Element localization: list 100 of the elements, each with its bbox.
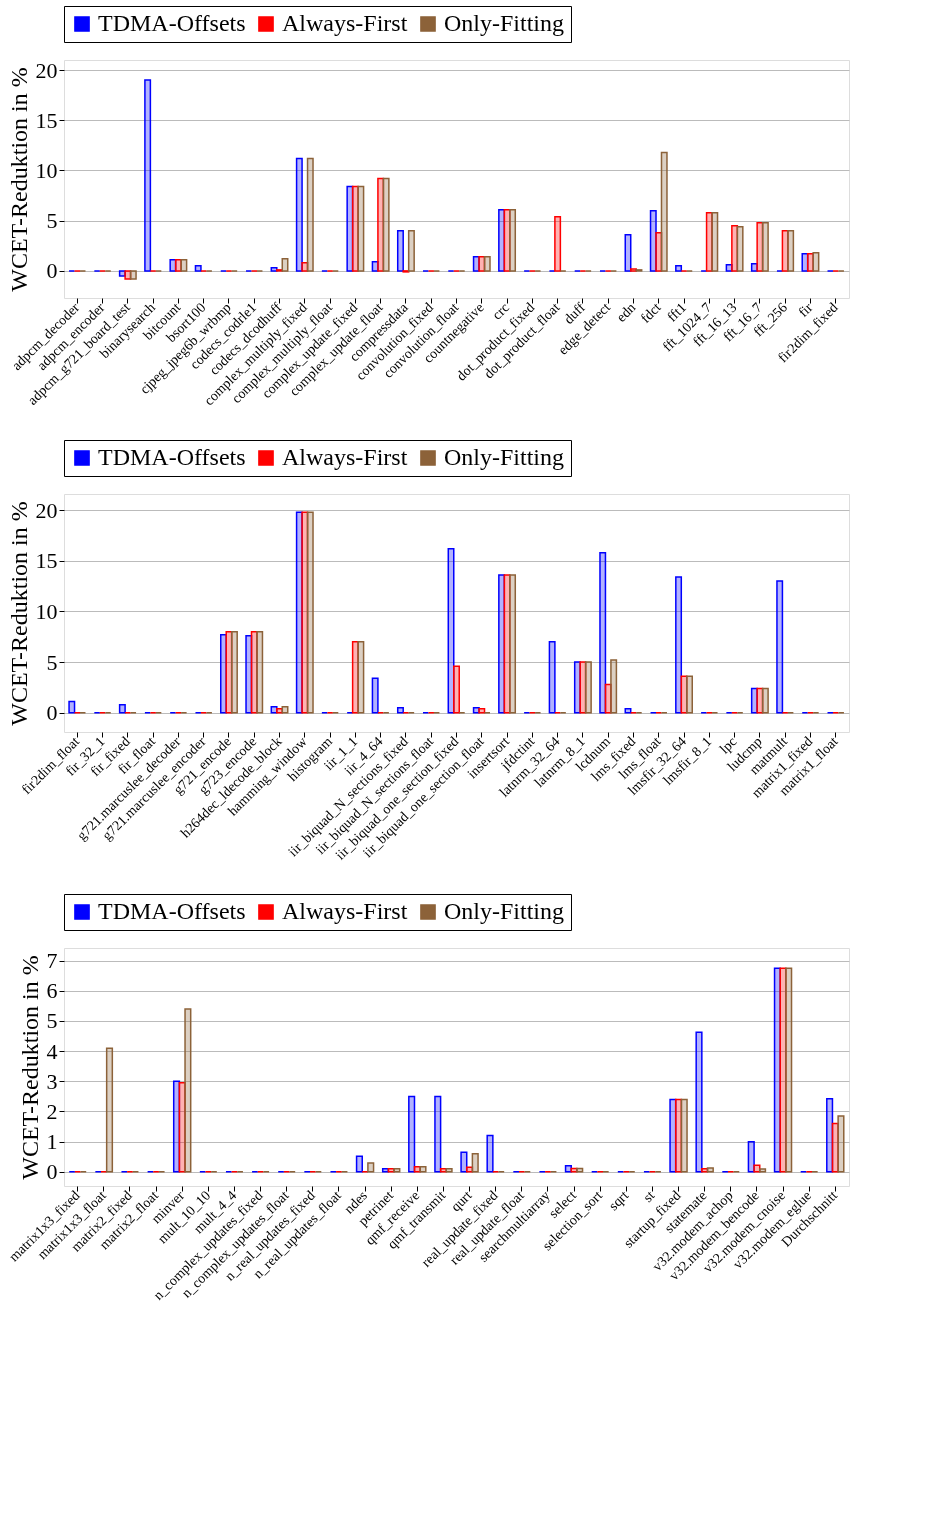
bar — [753, 1164, 761, 1173]
legend-label: Always-First — [282, 10, 408, 36]
bar — [367, 1162, 375, 1173]
bar — [105, 1047, 114, 1173]
bar — [486, 1134, 494, 1173]
legend-label: TDMA-Offsets — [98, 10, 246, 36]
y-tick-label: 2 — [46, 1098, 58, 1124]
legend-label: Only-Fitting — [444, 898, 565, 924]
y-tick-label: 1 — [46, 1129, 58, 1155]
bar — [787, 229, 795, 272]
bar — [478, 256, 486, 272]
bar — [439, 1168, 448, 1173]
bar — [584, 661, 592, 714]
bar — [675, 265, 683, 272]
bar — [460, 1151, 468, 1173]
bar — [478, 707, 486, 714]
legend-label: Always-First — [282, 898, 408, 924]
bar — [785, 967, 793, 1173]
y-axis-title: WCET-Reduktion in % — [5, 501, 32, 726]
bar — [761, 221, 769, 272]
bar — [129, 270, 137, 280]
bar — [144, 79, 152, 272]
bar — [453, 665, 460, 714]
legend-label: TDMA-Offsets — [98, 898, 246, 924]
bar — [281, 705, 289, 714]
x-tick-label: edn — [613, 299, 639, 325]
bar — [445, 1168, 453, 1173]
bar — [230, 630, 238, 714]
bar — [355, 1155, 363, 1173]
bar — [306, 157, 314, 272]
bar — [295, 157, 303, 272]
bar — [747, 1140, 755, 1173]
bar — [686, 675, 693, 714]
y-tick-label: 5 — [46, 208, 58, 234]
bar — [194, 265, 202, 272]
legend-label: TDMA-Offsets — [98, 444, 246, 470]
y-tick-label: 0 — [46, 1159, 58, 1185]
bar — [736, 225, 744, 272]
y-tick-label: 0 — [46, 700, 58, 726]
bar — [393, 1168, 401, 1173]
bar — [701, 1168, 709, 1173]
bar — [184, 1008, 192, 1173]
bar — [509, 208, 517, 272]
legend-label: Always-First — [282, 444, 408, 470]
bar — [660, 151, 668, 272]
legend-label: Only-Fitting — [444, 10, 565, 36]
bar — [408, 1095, 416, 1173]
bar — [680, 1098, 688, 1173]
bar — [118, 703, 126, 714]
bar — [419, 1165, 427, 1173]
bar — [396, 229, 404, 272]
y-tick-label: 15 — [35, 548, 58, 574]
y-tick-label: 4 — [46, 1038, 58, 1064]
legend-label: Only-Fitting — [444, 444, 565, 470]
y-axis-title: WCET-Reduktion in % — [16, 955, 43, 1180]
bar — [124, 270, 132, 280]
bar — [256, 630, 264, 714]
y-tick-label: 10 — [35, 157, 58, 183]
bar — [301, 262, 309, 272]
bar — [576, 1167, 584, 1173]
bar — [837, 1115, 845, 1173]
y-tick-label: 3 — [46, 1068, 58, 1094]
y-tick-label: 6 — [46, 978, 58, 1004]
bar — [180, 259, 188, 272]
bar — [281, 258, 289, 272]
bar — [759, 1168, 767, 1173]
bar — [695, 1031, 703, 1173]
bar — [447, 547, 455, 714]
bar — [570, 1167, 578, 1173]
bar — [554, 215, 562, 272]
bar — [801, 253, 809, 272]
bar — [407, 229, 415, 272]
bar — [675, 576, 683, 714]
bar — [509, 574, 517, 714]
bar — [270, 267, 278, 272]
bar — [471, 1152, 479, 1173]
bar — [483, 256, 491, 272]
bar — [548, 641, 556, 714]
bar — [761, 687, 769, 714]
bar — [776, 580, 784, 714]
bar — [624, 707, 632, 714]
y-tick-label: 20 — [35, 497, 58, 523]
bar — [357, 185, 365, 272]
bar — [276, 707, 284, 714]
bar — [396, 706, 404, 714]
bar — [169, 259, 177, 272]
y-tick-label: 7 — [46, 948, 58, 974]
y-tick-label: 20 — [35, 57, 58, 83]
bar — [629, 268, 637, 272]
bar — [711, 211, 719, 272]
bar — [812, 252, 820, 272]
bar — [382, 177, 390, 272]
bar — [371, 677, 379, 714]
bar — [610, 659, 618, 714]
y-tick-label: 0 — [46, 258, 58, 284]
y-axis-title: WCET-Reduktion in % — [5, 67, 32, 292]
y-tick-label: 5 — [46, 1008, 58, 1034]
bar — [706, 1167, 714, 1173]
bar — [434, 1095, 442, 1173]
bar — [381, 1168, 390, 1173]
